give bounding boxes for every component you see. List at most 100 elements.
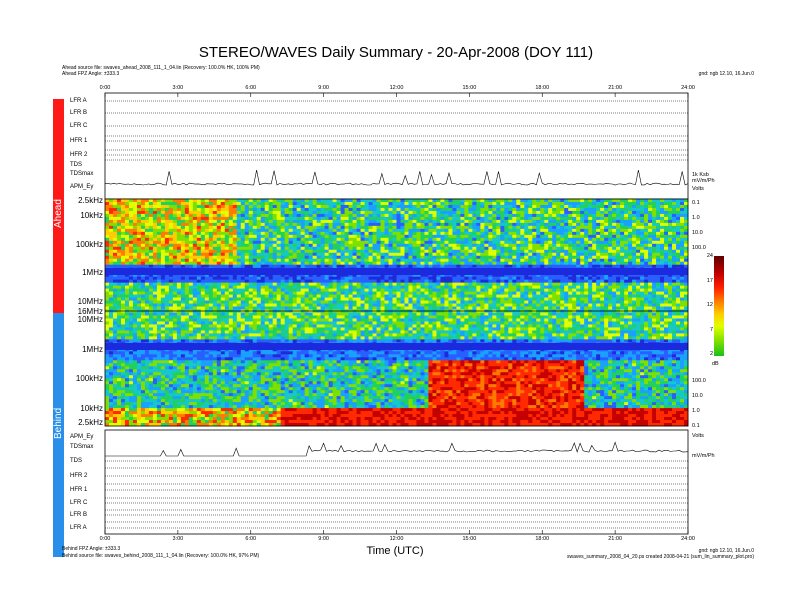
spectrogram-cell [588,294,593,298]
spectrogram-cell [200,231,206,236]
spectrogram-cell [204,258,210,263]
spectrogram-cell [112,210,118,215]
spectrogram-cell [468,252,473,257]
spectrogram-cell [512,261,517,266]
spectrogram-cell [364,201,369,206]
spectrogram-cell [440,240,445,245]
spectrogram-cell [432,279,437,284]
spectrogram-cell [312,231,318,236]
spectrogram-cell [424,237,429,242]
spectrogram-cell [172,216,178,221]
spectrogram-cell [420,240,425,245]
spectrogram-cell [428,213,433,218]
spectrogram-cell [220,279,226,284]
spectrogram-cell [344,219,349,224]
spectrogram-cell [512,199,517,203]
spectrogram-cell [168,201,174,206]
spectrogram-cell [392,204,397,209]
spectrogram-cell [456,255,461,260]
spectrogram-cell [300,234,306,239]
spectrogram-cell [280,258,286,263]
spectrogram-cell [432,231,437,236]
spectrogram-cell [344,273,349,278]
spectrogram-cell [304,225,310,230]
spectrogram-cell [156,282,162,287]
spectrogram-cell [136,288,142,292]
ahead-version: gnd: ngb 12.10, 16.Jun.0 [698,71,754,77]
spectrogram-cell [196,210,202,215]
spectrogram-cell [400,210,405,215]
spectrogram-cell [105,240,110,245]
spectrogram-cell [284,294,290,298]
spectrogram-cell [180,199,186,203]
spectrogram-cell [156,276,162,281]
spectrogram-cell [328,246,334,251]
spectrogram-cell [484,237,489,242]
spectrogram-cell [480,288,485,292]
spectrogram-cell [416,282,421,287]
spectrogram-cell [336,297,341,301]
spectrogram-cell [112,255,118,260]
spectrogram-cell [616,249,621,254]
spectrogram-cell [596,264,601,269]
spectrogram-cell [356,297,361,301]
spectrogram-cell [512,234,517,239]
spectrogram-cell [316,261,322,266]
spectrogram-cell [140,255,146,260]
spectrogram-cell [236,285,242,290]
spectrogram-cell [600,216,605,221]
spectrogram-cell [136,261,142,266]
spectrogram-cell [540,213,545,218]
spectrogram-cell [556,219,561,224]
x-tick-top: 9:00 [318,85,329,91]
spectrogram-cell [112,207,118,212]
spectrogram-cell [532,255,537,260]
spectrogram-cell [204,249,210,254]
spectrogram-cell [440,246,445,251]
spectrogram-cell [588,237,593,242]
spectrogram-cell [556,210,561,215]
spectrogram-cell [644,204,649,209]
spectrogram-cell [296,288,302,292]
spectrogram-cell [540,249,545,254]
spectrogram-cell [188,219,194,224]
spectrogram-cell [116,240,122,245]
spectrogram-cell [128,213,134,218]
spectrogram-cell [560,246,565,251]
spectrogram-cell [320,210,326,215]
spectrogram-cell [412,285,417,290]
spectrogram-cell [200,252,206,257]
spectrogram-cell [152,252,158,257]
spectrogram-cell [560,243,565,248]
spectrogram-cell [540,285,545,290]
spectrogram-cell [512,252,517,257]
spectrogram-cell [668,225,673,230]
spectrogram-cell [492,252,497,257]
spectrogram-cell [624,291,629,295]
spectrogram-cell [176,243,182,248]
spectrogram-cell [120,216,126,221]
spectrogram-cell [376,199,381,203]
spectrogram-cell [128,201,134,206]
spectrogram-cell [504,252,509,257]
spectrogram-cell [640,231,645,236]
spectrogram-cell [160,276,166,281]
spectrogram-cell [120,285,126,290]
spectrogram-cell [632,255,637,260]
spectrogram-cell [680,201,685,206]
spectrogram-cell [112,240,118,245]
spectrogram-cell [264,264,270,269]
spectrogram-cell [208,234,214,239]
spectrogram-cell [668,249,673,254]
spectrogram-cell [352,222,357,227]
spectrogram-cell [596,276,601,281]
spectrogram-cell [428,234,433,239]
spectrogram-cell [108,216,114,221]
spectrogram-cell [184,291,190,295]
spectrogram-cell [300,273,306,278]
spectrogram-cell [224,201,230,206]
spectrogram-cell [164,231,170,236]
colorbar-tick: 12 [706,302,713,308]
spectrogram-cell [404,225,409,230]
spectrogram-cell [408,264,413,269]
